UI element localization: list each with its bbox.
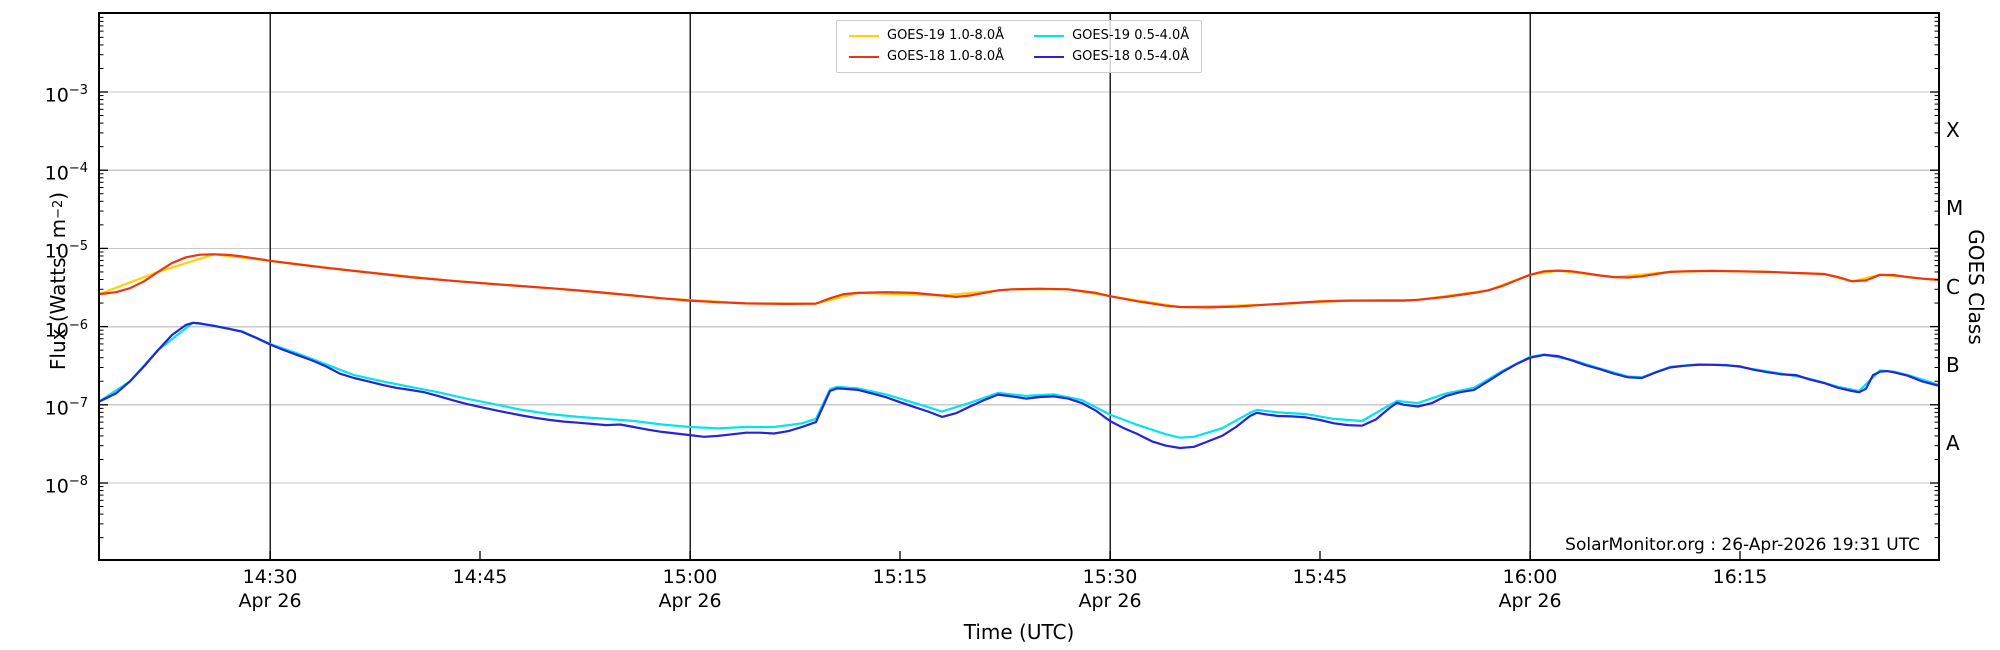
watermark-text: SolarMonitor.org : 26-Apr-2026 19:31 UTC bbox=[1565, 535, 1920, 555]
x-tick-label-14-30: 14:30 bbox=[242, 566, 298, 588]
goes-class-label-x: X bbox=[1946, 118, 1960, 143]
x-date-label-15-00: Apr 26 bbox=[658, 590, 722, 612]
y-tick-label-1e-7: 10−7 bbox=[44, 395, 88, 420]
legend: GOES-19 1.0-8.0Å GOES-18 1.0-8.0Å GOES-1… bbox=[836, 20, 1203, 73]
plot-border bbox=[98, 12, 1940, 561]
goes-class-label-m: M bbox=[1946, 196, 1964, 221]
legend-label: GOES-18 1.0-8.0Å bbox=[887, 49, 1005, 64]
x-tick-label-16-00: 16:00 bbox=[1502, 566, 1558, 588]
x-tick-label-15-45: 15:45 bbox=[1292, 566, 1348, 588]
x-tick-label-15-00: 15:00 bbox=[662, 566, 718, 588]
legend-line-goes18-long bbox=[849, 56, 879, 58]
goes-class-label-c: C bbox=[1946, 274, 1960, 299]
legend-item-goes19-long: GOES-19 1.0-8.0Å bbox=[849, 28, 1004, 44]
legend-line-goes18-short bbox=[1034, 56, 1065, 58]
y-tick-label-1e-4: 10−4 bbox=[44, 161, 88, 185]
x-date-label-15-30: Apr 26 bbox=[1078, 590, 1142, 612]
legend-line-goes19-long bbox=[849, 35, 879, 37]
x-tick-label-15-30: 15:30 bbox=[1082, 566, 1138, 588]
legend-line-goes19-short bbox=[1034, 35, 1065, 37]
x-axis-title: Time (UTC) bbox=[963, 620, 1075, 644]
goes-class-label-b: B bbox=[1946, 352, 1960, 377]
legend-item-goes18-short: GOES-18 0.5-4.0Å bbox=[1034, 49, 1189, 65]
x-date-label-14-30: Apr 26 bbox=[238, 590, 302, 612]
y-tick-label-1e-3: 10−3 bbox=[44, 83, 88, 107]
legend-label: GOES-19 0.5-4.0Å bbox=[1072, 28, 1190, 43]
series-goes-18-1-0-8-0 bbox=[98, 253, 1940, 309]
x-tick-label-16-15: 16:15 bbox=[1712, 566, 1768, 588]
legend-label: GOES-19 1.0-8.0Å bbox=[887, 28, 1005, 43]
x-date-label-16-00: Apr 26 bbox=[1498, 590, 1562, 612]
x-tick-label-14-45: 14:45 bbox=[452, 566, 508, 588]
series-goes-18-0-5-4-0 bbox=[98, 321, 1940, 450]
y-tick-label-1e-6: 10−6 bbox=[44, 317, 88, 341]
y-tick-label-1e-8: 10−8 bbox=[44, 474, 88, 498]
legend-item-goes19-short: GOES-19 0.5-4.0Å bbox=[1034, 28, 1189, 44]
y-tick-label-1e-5: 10−5 bbox=[44, 239, 88, 263]
series-goes-19-1-0-8-0 bbox=[98, 253, 1940, 309]
goes-class-label-a: A bbox=[1946, 430, 1960, 455]
legend-label: GOES-18 0.5-4.0Å bbox=[1072, 49, 1190, 64]
legend-item-goes18-long: GOES-18 1.0-8.0Å bbox=[849, 49, 1004, 65]
right-axis-title: GOES Class bbox=[1964, 229, 1988, 345]
series-goes-19-0-5-4-0 bbox=[98, 321, 1940, 439]
x-tick-label-15-15: 15:15 bbox=[872, 566, 928, 588]
